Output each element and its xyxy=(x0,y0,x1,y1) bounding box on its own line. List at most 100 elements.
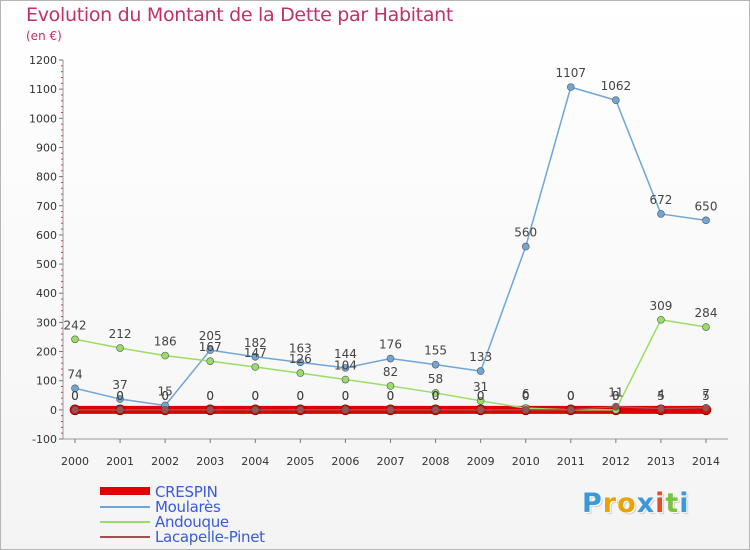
data-point xyxy=(161,406,169,414)
data-point xyxy=(612,402,620,411)
legend-swatch-andouque xyxy=(100,521,150,523)
data-point xyxy=(296,369,305,377)
proxiti-logo: Proxiti xyxy=(582,488,690,519)
data-label: 0 xyxy=(71,389,79,403)
y-tick-label: -100 xyxy=(32,433,57,446)
data-label: 0 xyxy=(116,389,124,403)
x-tick-label: 2010 xyxy=(512,455,540,468)
data-label: 176 xyxy=(379,338,402,352)
data-label: 182 xyxy=(244,336,267,350)
data-label: 284 xyxy=(695,306,718,320)
data-label: 0 xyxy=(477,389,485,403)
data-label: 167 xyxy=(199,340,222,354)
data-label: 1107 xyxy=(556,66,587,80)
y-tick-label: 1000 xyxy=(29,112,57,125)
x-tick-label: 2006 xyxy=(331,455,359,468)
data-label: 133 xyxy=(469,350,492,364)
logo-letter: t xyxy=(665,488,680,519)
data-label: 74 xyxy=(67,367,82,381)
data-label: 37 xyxy=(112,378,127,392)
data-label: 0 xyxy=(71,389,79,403)
legend-label-crespin: CRESPIN xyxy=(155,483,218,501)
y-tick-label: 100 xyxy=(36,375,57,388)
data-point xyxy=(431,406,440,414)
data-point xyxy=(612,96,620,105)
data-point xyxy=(71,335,79,344)
data-point xyxy=(476,406,485,414)
y-tick-label: 800 xyxy=(36,171,57,184)
data-label: 6 xyxy=(522,387,530,401)
y-tick-label: 500 xyxy=(36,258,57,271)
data-label: 560 xyxy=(514,226,537,240)
data-point xyxy=(71,406,79,414)
logo-letter: i xyxy=(679,488,690,519)
x-tick-label: 2008 xyxy=(422,455,450,468)
legend-swatch-crespin xyxy=(100,487,150,495)
data-point xyxy=(161,351,169,360)
data-label: 144 xyxy=(334,347,357,361)
data-label: 0 xyxy=(297,389,305,403)
data-label: 4 xyxy=(657,388,665,402)
data-label: 0 xyxy=(387,389,395,403)
x-tick-label: 2009 xyxy=(467,455,495,468)
data-label: 0 xyxy=(477,389,485,403)
data-label: 0 xyxy=(387,389,395,403)
data-point xyxy=(206,406,215,414)
data-point xyxy=(702,323,710,331)
logo-letter: i xyxy=(655,488,666,519)
data-point xyxy=(206,357,215,365)
legend-swatch-lacapelle-pinet xyxy=(100,536,150,538)
data-label: 0 xyxy=(161,389,169,403)
data-label: 104 xyxy=(334,359,357,373)
x-tick-label: 2005 xyxy=(286,455,314,468)
x-tick-label: 2002 xyxy=(151,455,179,468)
data-label: 309 xyxy=(649,299,672,313)
data-point xyxy=(657,404,665,413)
data-point xyxy=(566,83,575,91)
data-point xyxy=(251,406,260,414)
data-label: 147 xyxy=(244,346,267,360)
legend-swatch-moulares xyxy=(100,506,150,508)
data-label: 163 xyxy=(289,341,312,355)
x-tick-label: 2001 xyxy=(106,455,134,468)
data-point xyxy=(702,216,710,225)
data-label: 0 xyxy=(116,389,124,403)
x-tick-label: 2014 xyxy=(692,455,720,468)
logo-letter: x xyxy=(636,488,656,519)
data-point xyxy=(296,406,305,414)
data-label: 672 xyxy=(649,193,672,207)
x-tick-label: 2004 xyxy=(241,455,269,468)
data-label: 0 xyxy=(161,389,169,403)
data-point xyxy=(702,404,710,412)
y-tick-label: 400 xyxy=(36,287,57,300)
data-label: 0 xyxy=(342,389,350,403)
data-label: 205 xyxy=(199,329,222,343)
x-tick-label: 2007 xyxy=(377,455,405,468)
data-label: 7 xyxy=(702,387,710,401)
x-tick-label: 2000 xyxy=(61,455,89,468)
logo-letter: r xyxy=(602,488,618,519)
chart-title: Evolution du Montant de la Dette par Hab… xyxy=(26,4,454,26)
data-label: 0 xyxy=(567,389,575,403)
data-label: 5 xyxy=(702,389,710,403)
data-label: 0 xyxy=(567,389,575,403)
chart-lines xyxy=(69,83,712,416)
data-label: 186 xyxy=(154,335,177,349)
data-label: 3 xyxy=(612,389,620,403)
x-tick-label: 2003 xyxy=(196,455,224,468)
data-label: 0 xyxy=(251,389,259,403)
legend-label-andouque: Andouque xyxy=(155,513,229,531)
data-point xyxy=(521,406,530,414)
data-label: 1062 xyxy=(601,79,632,93)
data-point xyxy=(431,389,440,397)
data-point xyxy=(296,358,305,367)
data-point xyxy=(341,406,350,414)
data-label: 0 xyxy=(342,389,350,403)
data-point xyxy=(341,364,350,372)
data-label: 0 xyxy=(206,389,214,403)
data-label: 650 xyxy=(695,199,718,213)
y-tick-label: 900 xyxy=(36,141,57,154)
data-point xyxy=(251,352,260,361)
data-label: 0 xyxy=(522,389,530,403)
